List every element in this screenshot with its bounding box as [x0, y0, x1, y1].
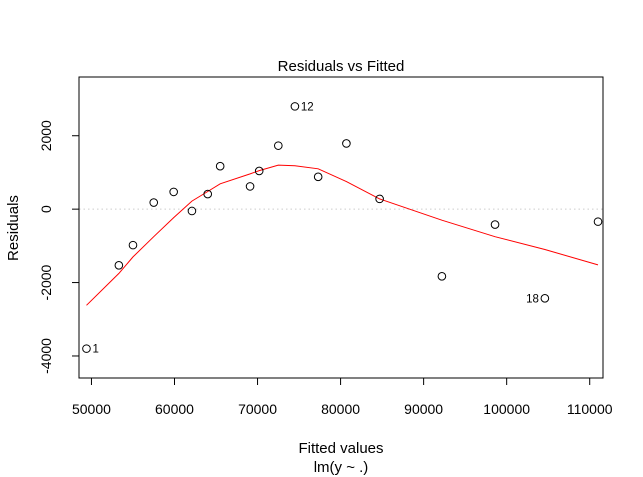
- data-point: [149, 198, 159, 207]
- data-point: [313, 172, 323, 182]
- y-tick-label: 2000: [38, 120, 54, 151]
- x-tick-label: 110000: [567, 401, 613, 417]
- y-tick-label: 0: [38, 205, 54, 213]
- data-point: [437, 272, 447, 281]
- chart-title: Residuals vs Fitted: [278, 58, 405, 75]
- x-tick-label: 50000: [72, 401, 111, 417]
- data-point: [274, 141, 283, 150]
- point-labels-layer: 1 12 18: [92, 101, 538, 355]
- smooth-line-layer: [86, 164, 599, 306]
- x-axis-label: Fitted values: [298, 440, 383, 457]
- data-point: [490, 220, 500, 229]
- x-tick-label: 100000: [483, 401, 530, 417]
- data-point: [375, 194, 384, 204]
- x-tick-label: 80000: [321, 401, 360, 417]
- x-axis: 50000 60000 70000 80000 90000 100000 110000: [72, 377, 613, 417]
- x-tick-label: 60000: [155, 401, 194, 417]
- data-point: [187, 206, 197, 216]
- data-point: [114, 261, 124, 270]
- data-point: [290, 102, 300, 111]
- data-point: [169, 187, 178, 197]
- data-point: [245, 182, 255, 191]
- points-layer: [82, 102, 603, 353]
- y-tick-label: -2000: [38, 264, 54, 300]
- data-point: [540, 294, 550, 303]
- data-point: [342, 139, 351, 148]
- x-tick-label: 90000: [404, 401, 443, 417]
- data-point: [254, 166, 264, 176]
- smooth-line: [86, 164, 599, 306]
- model-formula-label: lm(y ~ .): [314, 459, 369, 476]
- y-axis-label: Residuals: [5, 195, 22, 261]
- y-tick-label: -4000: [38, 338, 54, 374]
- x-tick-label: 70000: [238, 401, 277, 417]
- point-label: 12: [301, 101, 314, 113]
- data-point: [215, 161, 225, 171]
- data-point: [593, 217, 603, 226]
- data-point: [203, 189, 213, 199]
- point-label: 1: [92, 344, 98, 356]
- data-point: [82, 344, 91, 353]
- y-axis: -4000 -2000 0 2000: [38, 120, 80, 374]
- data-point: [128, 240, 138, 250]
- plot-frame: [78, 76, 604, 379]
- point-label: 18: [526, 293, 539, 305]
